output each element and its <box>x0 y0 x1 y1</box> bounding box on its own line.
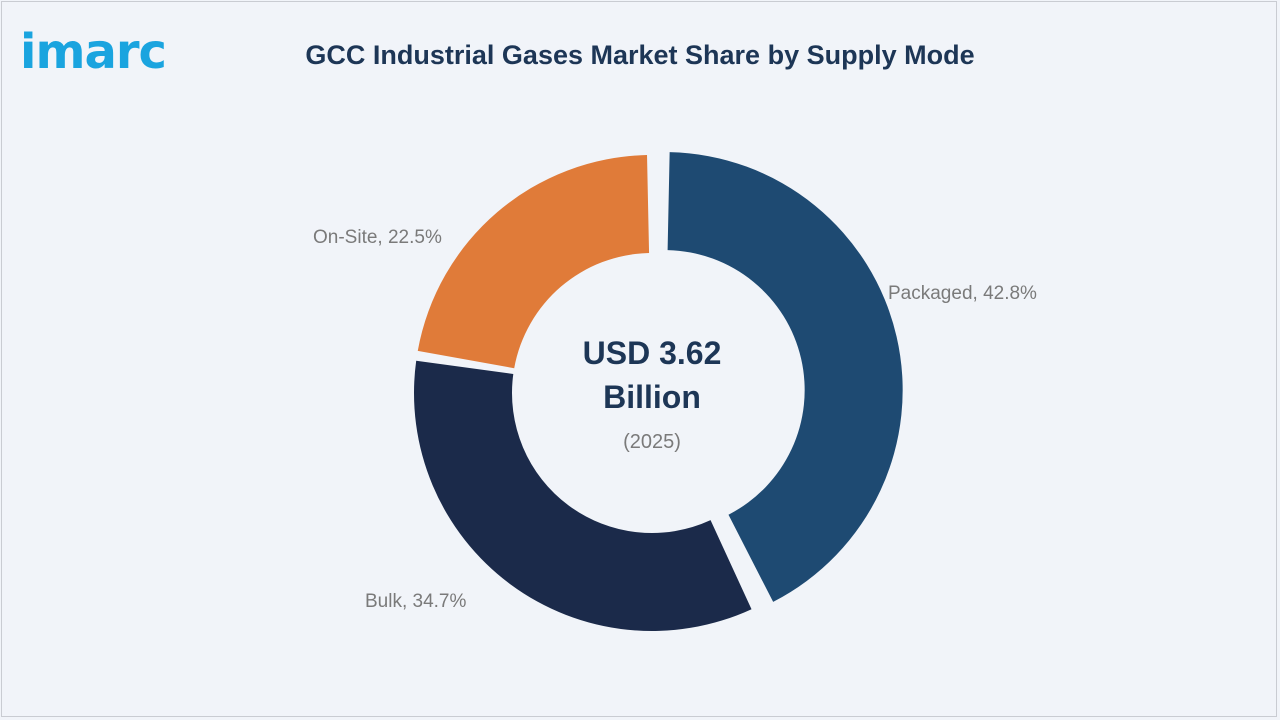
chart-title: GCC Industrial Gases Market Share by Sup… <box>305 40 975 70</box>
slice-label-packaged: Packaged, 42.8% <box>888 283 1037 304</box>
slice-label-on-site: On-Site, 22.5% <box>313 227 442 248</box>
slice-on-site <box>417 155 650 369</box>
center-value-line-2: Billion <box>603 379 701 415</box>
slice-packaged <box>667 152 903 602</box>
slice-bulk <box>414 360 752 632</box>
center-year: (2025) <box>623 431 681 453</box>
center-value-line-1: USD 3.62 <box>583 335 722 371</box>
slice-label-bulk: Bulk, 34.7% <box>365 591 466 612</box>
logo-text: imarc <box>20 24 167 80</box>
imarc-logo: imarc <box>20 24 220 84</box>
